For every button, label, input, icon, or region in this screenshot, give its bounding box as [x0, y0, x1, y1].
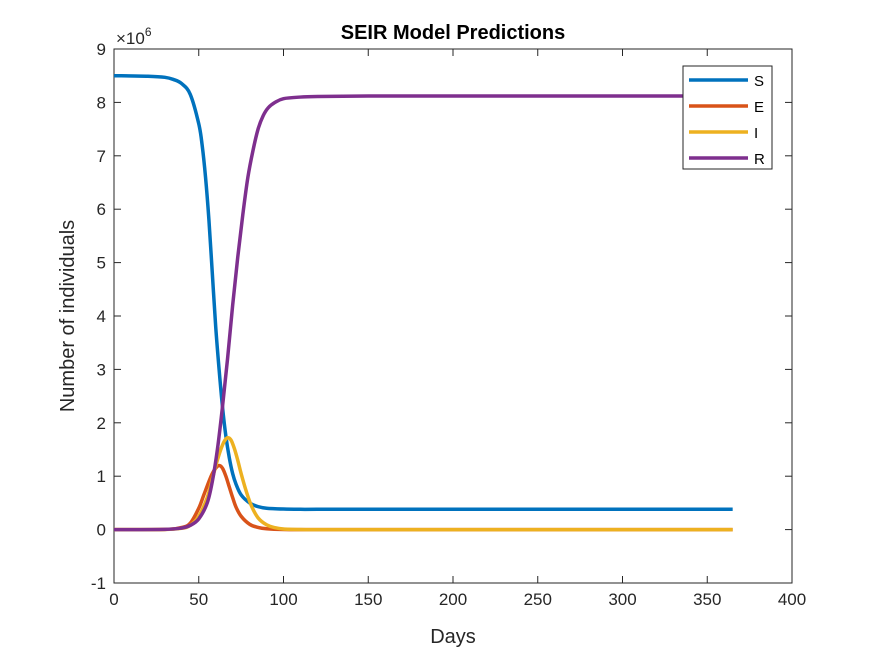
x-tick-label: 50 [189, 590, 208, 609]
legend-label-r: R [754, 151, 765, 168]
y-tick-label: 8 [97, 93, 106, 112]
series-lines [113, 73, 733, 532]
legend-label-s: S [754, 73, 764, 90]
y-tick-label: 0 [97, 521, 106, 540]
legend-label-i: I [754, 125, 758, 142]
y-tick-label: 1 [97, 467, 106, 486]
x-tick-label: 350 [693, 590, 721, 609]
y-tick-label: 4 [97, 307, 106, 326]
x-axis-ticks: 0 50 100 150 200 250 300 350 400 [109, 49, 806, 609]
y-exponent-base: ×10 [116, 29, 145, 48]
series-line-i [113, 435, 733, 532]
series-line-r [113, 94, 733, 532]
y-tick-label: 7 [97, 147, 106, 166]
x-axis-label: Days [430, 626, 476, 648]
chart-title: SEIR Model Predictions [341, 22, 565, 44]
y-axis-ticks: -1 0 1 2 3 4 5 6 7 8 9 [91, 40, 792, 593]
y-tick-label: 3 [97, 360, 106, 379]
y-tick-label: 9 [97, 40, 106, 59]
series-line-s [113, 73, 733, 512]
legend-box [682, 65, 773, 170]
legend: SEIR [682, 65, 773, 170]
x-tick-label: 100 [269, 590, 297, 609]
plot-area [113, 48, 793, 584]
x-tick-label: 300 [608, 590, 636, 609]
y-exponent-label: ×106 [116, 25, 152, 48]
y-exponent-power: 6 [145, 25, 152, 39]
y-tick-label: 2 [97, 414, 106, 433]
x-tick-label: 0 [109, 590, 118, 609]
y-tick-label: 6 [97, 200, 106, 219]
x-tick-label: 200 [439, 590, 467, 609]
x-tick-label: 400 [778, 590, 806, 609]
x-tick-label: 250 [524, 590, 552, 609]
y-tick-label: -1 [91, 574, 106, 593]
legend-label-e: E [754, 99, 764, 116]
x-tick-label: 150 [354, 590, 382, 609]
y-axis-label: Number of individuals [57, 220, 79, 412]
y-tick-label: 5 [97, 254, 106, 273]
